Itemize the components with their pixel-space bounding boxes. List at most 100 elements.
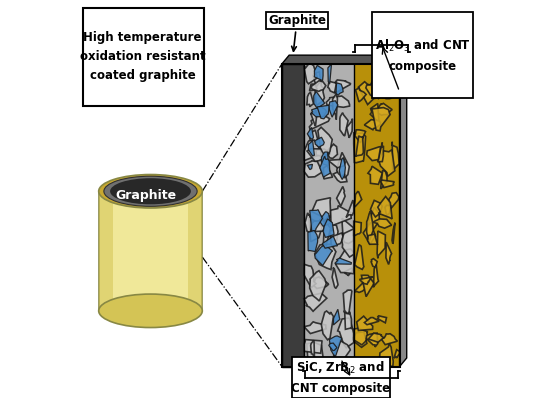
Polygon shape: [310, 220, 333, 232]
Polygon shape: [357, 316, 373, 330]
Polygon shape: [340, 113, 348, 136]
Polygon shape: [343, 290, 352, 314]
Polygon shape: [367, 211, 373, 242]
Polygon shape: [345, 268, 353, 276]
Polygon shape: [354, 221, 361, 236]
Polygon shape: [99, 191, 202, 311]
Polygon shape: [381, 180, 394, 188]
Polygon shape: [307, 164, 312, 170]
Polygon shape: [311, 110, 317, 126]
FancyBboxPatch shape: [372, 12, 473, 98]
Polygon shape: [334, 340, 350, 363]
Polygon shape: [354, 192, 362, 207]
Polygon shape: [354, 64, 399, 366]
Polygon shape: [361, 275, 374, 296]
Polygon shape: [319, 212, 330, 226]
Polygon shape: [392, 142, 399, 170]
Polygon shape: [386, 242, 391, 264]
Polygon shape: [315, 244, 336, 270]
Polygon shape: [314, 65, 323, 81]
Polygon shape: [318, 127, 332, 158]
Polygon shape: [366, 333, 378, 347]
Polygon shape: [310, 84, 318, 91]
Polygon shape: [333, 94, 338, 120]
Polygon shape: [382, 80, 396, 98]
Text: Graphite: Graphite: [268, 14, 326, 51]
Polygon shape: [314, 92, 325, 108]
Polygon shape: [282, 55, 407, 64]
Polygon shape: [315, 81, 324, 106]
Polygon shape: [332, 268, 338, 288]
Polygon shape: [338, 318, 354, 348]
Polygon shape: [337, 152, 349, 178]
Polygon shape: [389, 193, 399, 209]
Ellipse shape: [99, 174, 202, 208]
Polygon shape: [374, 265, 379, 287]
Polygon shape: [345, 312, 352, 329]
Polygon shape: [356, 136, 363, 157]
Polygon shape: [313, 72, 320, 86]
Polygon shape: [311, 81, 326, 91]
Polygon shape: [377, 142, 384, 162]
Polygon shape: [328, 64, 332, 84]
Polygon shape: [315, 137, 324, 147]
Polygon shape: [372, 108, 390, 131]
Ellipse shape: [99, 294, 202, 328]
Polygon shape: [329, 336, 342, 356]
Polygon shape: [304, 322, 326, 334]
Polygon shape: [342, 229, 354, 257]
Polygon shape: [307, 92, 314, 107]
Polygon shape: [323, 220, 331, 249]
Polygon shape: [330, 206, 351, 226]
Polygon shape: [380, 343, 393, 366]
Ellipse shape: [110, 178, 191, 204]
Polygon shape: [399, 55, 407, 366]
Polygon shape: [329, 101, 338, 117]
Polygon shape: [368, 333, 384, 342]
Polygon shape: [371, 259, 377, 268]
Polygon shape: [363, 222, 376, 244]
Polygon shape: [394, 350, 399, 358]
Polygon shape: [339, 158, 346, 180]
Polygon shape: [304, 340, 322, 353]
Polygon shape: [342, 218, 354, 244]
Polygon shape: [354, 328, 368, 345]
Polygon shape: [368, 166, 382, 184]
Polygon shape: [346, 200, 354, 218]
Polygon shape: [371, 200, 382, 217]
Polygon shape: [377, 231, 385, 258]
Polygon shape: [376, 103, 392, 115]
Text: Al$_2$O$_3$ and CNT
composite: Al$_2$O$_3$ and CNT composite: [375, 38, 470, 72]
Polygon shape: [326, 144, 338, 158]
Polygon shape: [308, 140, 314, 156]
Ellipse shape: [104, 176, 197, 206]
Polygon shape: [365, 318, 379, 325]
Polygon shape: [328, 81, 340, 92]
Polygon shape: [379, 150, 395, 176]
Polygon shape: [308, 230, 318, 252]
Polygon shape: [316, 149, 329, 157]
Polygon shape: [377, 316, 386, 323]
Polygon shape: [331, 233, 343, 246]
Polygon shape: [385, 205, 391, 215]
Polygon shape: [310, 210, 323, 232]
Text: SiC, ZrB$_2$ and
CNT composite: SiC, ZrB$_2$ and CNT composite: [291, 360, 390, 395]
Polygon shape: [307, 343, 323, 365]
Polygon shape: [328, 159, 346, 168]
Polygon shape: [378, 71, 395, 90]
Polygon shape: [322, 236, 337, 248]
Polygon shape: [347, 119, 352, 138]
Polygon shape: [321, 311, 333, 340]
Polygon shape: [336, 249, 354, 274]
Polygon shape: [355, 282, 365, 292]
Polygon shape: [321, 152, 329, 166]
Polygon shape: [309, 218, 322, 242]
Polygon shape: [367, 147, 381, 161]
Polygon shape: [329, 343, 337, 351]
Polygon shape: [307, 127, 314, 139]
Polygon shape: [309, 113, 330, 130]
FancyBboxPatch shape: [292, 357, 390, 398]
Polygon shape: [381, 170, 387, 189]
Polygon shape: [325, 233, 333, 252]
Polygon shape: [304, 64, 354, 366]
